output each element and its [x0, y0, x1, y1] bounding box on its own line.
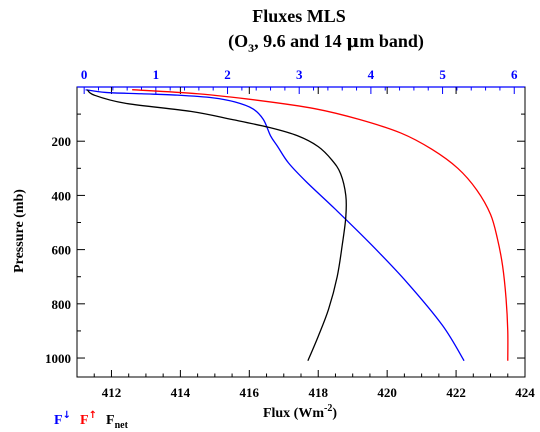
- top-axis-tick-label: 5: [439, 67, 446, 82]
- bottom-axis-tick-label: 424: [515, 385, 535, 400]
- axis-ticks: 412 414 416 418 420 422 424 0 1 2 3 4 5 6 200 400 600 800…: [45, 67, 535, 400]
- top-axis-tick-label: 4: [368, 67, 375, 82]
- y-axis-tick-label: 800: [52, 297, 72, 312]
- legend-sup-up: ↑: [89, 410, 97, 421]
- y-axis-label: Pressure (mb): [12, 189, 27, 273]
- x-axis-label-close: ): [332, 406, 337, 421]
- subtitle-rest-a: , 9.6 and 14: [254, 31, 346, 51]
- series-line-down: [85, 89, 465, 362]
- subtitle-sub: 3: [248, 41, 254, 55]
- legend: F↓ F↑ Fnet: [54, 410, 129, 431]
- y-axis-tick-label: 400: [52, 188, 72, 203]
- legend-item-up: F↑: [80, 410, 97, 428]
- bottom-axis-tick-label: 418: [308, 385, 328, 400]
- bottom-axis-tick-label: 422: [446, 385, 466, 400]
- x-axis-label-sup: -2: [324, 403, 332, 414]
- legend-sup-down: ↓: [63, 410, 71, 421]
- top-axis-tick-label: 1: [153, 67, 160, 82]
- bottom-axis-tick-label: 420: [377, 385, 397, 400]
- chart-subtitle: (O3, 9.6 and 14 μm band): [228, 31, 424, 55]
- plot-frame: [76, 86, 526, 378]
- legend-label-down: F: [54, 413, 63, 428]
- subtitle-open: (O: [228, 31, 248, 52]
- series-line-net: [86, 89, 347, 361]
- legend-label-net: F: [106, 413, 115, 428]
- bottom-axis-tick-label: 412: [102, 385, 122, 400]
- bottom-axis-tick-label: 414: [171, 385, 191, 400]
- legend-label-up: F: [80, 413, 89, 428]
- legend-item-down: F↓: [54, 410, 71, 428]
- y-axis-tick-label: 200: [52, 134, 72, 149]
- x-axis-label-main: Flux (Wm: [263, 406, 324, 421]
- chart-title: Fluxes MLS: [252, 6, 346, 26]
- top-axis-tick-label: 2: [224, 67, 231, 82]
- subtitle-mu: μ: [346, 31, 359, 52]
- series-layer: [85, 89, 509, 362]
- bottom-axis-tick-label: 416: [240, 385, 260, 400]
- subtitle-rest-b: m band): [359, 31, 424, 52]
- legend-sub-net: net: [115, 420, 129, 431]
- y-axis-tick-label: 600: [52, 243, 72, 258]
- top-axis-tick-label: 6: [511, 67, 518, 82]
- series-line-up: [132, 89, 509, 361]
- legend-item-net: Fnet: [106, 413, 129, 431]
- x-axis-label: Flux (Wm-2): [263, 403, 337, 421]
- top-axis-tick-label: 0: [81, 67, 88, 82]
- y-axis-tick-label: 1000: [45, 351, 71, 366]
- top-axis-tick-label: 3: [296, 67, 303, 82]
